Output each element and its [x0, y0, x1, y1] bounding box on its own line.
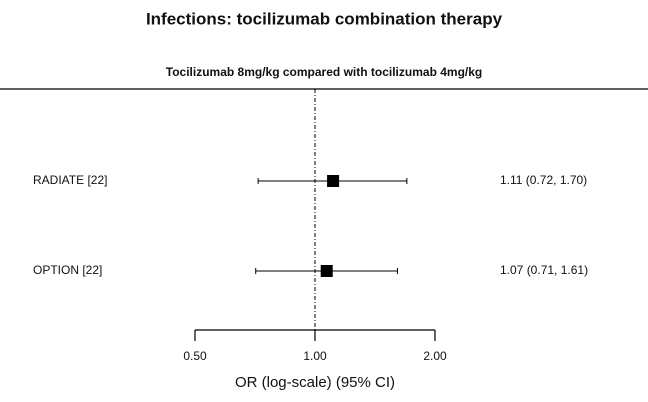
x-tick-label: 1.00: [303, 349, 327, 363]
point-estimate: [320, 265, 333, 277]
study-label: RADIATE [22]: [33, 173, 107, 187]
point-estimate: [327, 175, 340, 187]
chart-title: Infections: tocilizumab combination ther…: [146, 9, 503, 28]
value-label: 1.07 (0.71, 1.61): [500, 263, 588, 277]
x-tick-label: 2.00: [423, 349, 447, 363]
x-axis-label: OR (log-scale) (95% CI): [235, 374, 395, 391]
value-label: 1.11 (0.72, 1.70): [500, 173, 587, 187]
x-tick-label: 0.50: [183, 349, 207, 363]
study-label: OPTION [22]: [33, 263, 102, 277]
chart-subtitle: Tocilizumab 8mg/kg compared with tociliz…: [166, 65, 483, 79]
